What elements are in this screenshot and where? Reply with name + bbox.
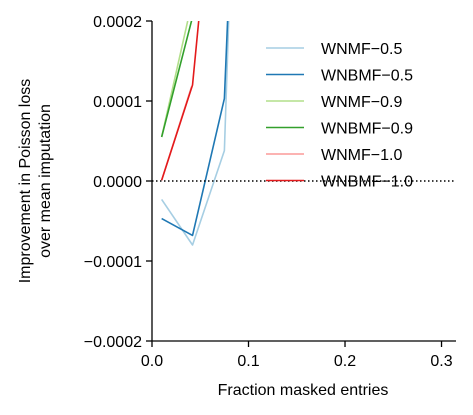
series-line-5 <box>160 21 200 181</box>
legend-label-1: WNBMF−0.5 <box>321 68 413 85</box>
legend-label-2: WNMF−0.9 <box>321 94 402 111</box>
axes-layer: −0.0002 −0.0001 0.0000 0.0001 0.0002 0.0 0.1 0.… <box>84 14 456 370</box>
x-tick-label-3: 0.3 <box>430 353 452 370</box>
y-axis-label-line-1: Improvement in Poisson loss <box>17 79 34 284</box>
legend-label-4: WNMF−1.0 <box>321 147 402 164</box>
y-axis-label: Improvement in Poisson loss over mean im… <box>17 79 54 284</box>
series-line-3 <box>160 21 193 138</box>
y-tick-label-0: −0.0002 <box>84 334 142 351</box>
y-tick-label-4: 0.0002 <box>93 14 142 31</box>
y-axis-label-line-2: over mean imputation <box>37 104 54 258</box>
x-axis-label: Fraction masked entries <box>218 382 389 399</box>
y-tick-label-1: −0.0001 <box>84 254 142 271</box>
legend-label-5: WNBMF−1.0 <box>321 174 413 191</box>
series-line-0 <box>160 21 230 246</box>
legend-label-3: WNBMF−0.9 <box>321 121 413 138</box>
y-tick-label-2: 0.0000 <box>93 174 142 191</box>
legend-label-0: WNMF−0.5 <box>321 41 402 58</box>
x-tick-label-1: 0.1 <box>237 353 259 370</box>
legend: WNMF−0.5 WNBMF−0.5 WNMF−0.9 WNBMF−0.9 WNMF−1… <box>266 41 413 191</box>
x-tick-label-0: 0.0 <box>141 353 163 370</box>
series-line-1 <box>161 21 229 237</box>
y-tick-label-3: 0.0001 <box>93 94 142 111</box>
data-layer <box>160 21 230 246</box>
x-tick-label-2: 0.2 <box>334 353 356 370</box>
